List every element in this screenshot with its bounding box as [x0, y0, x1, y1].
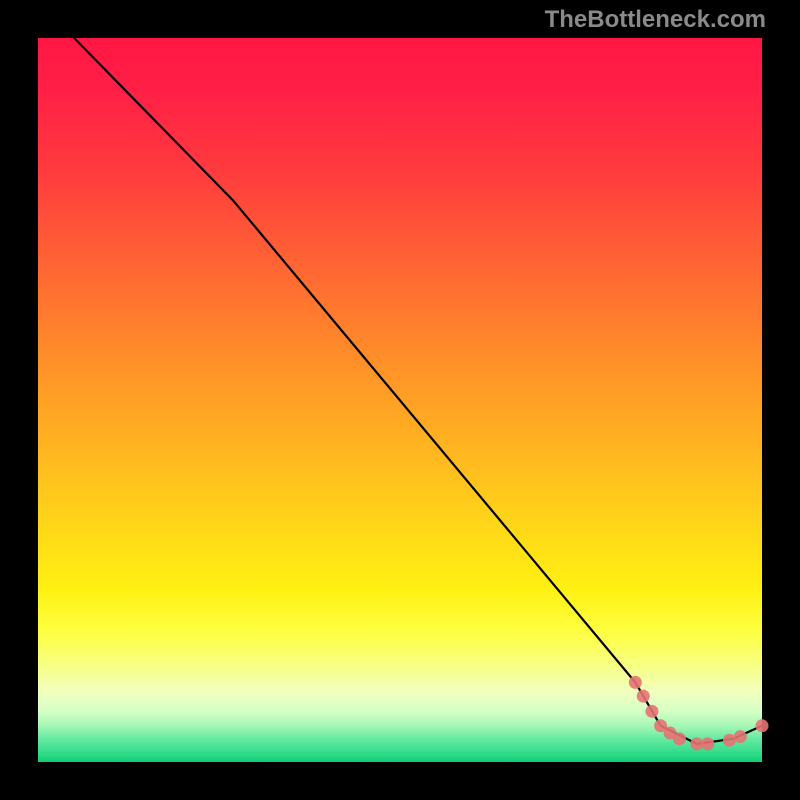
watermark-text: TheBottleneck.com [545, 6, 766, 34]
bottleneck-chart: TheBottleneck.com [0, 0, 800, 800]
chart-svg [0, 0, 800, 800]
